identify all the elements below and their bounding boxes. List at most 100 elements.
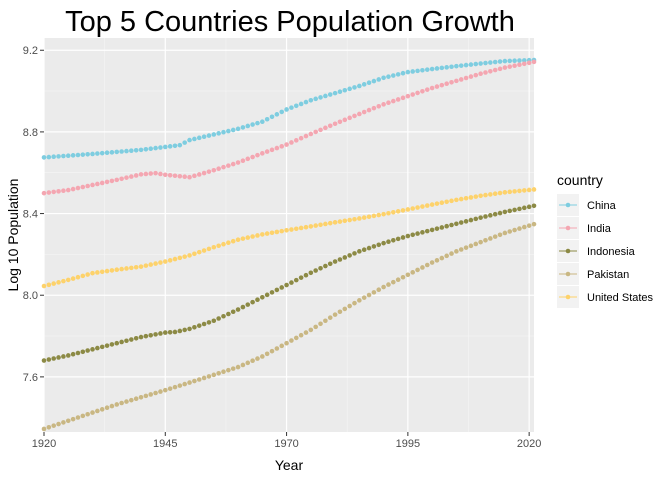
data-point [512, 63, 517, 68]
data-point [521, 58, 527, 63]
data-point [405, 272, 411, 278]
data-point [182, 174, 187, 180]
data-point [327, 220, 333, 226]
data-point [177, 328, 183, 334]
data-point [70, 276, 76, 281]
data-point [250, 299, 255, 305]
data-point [488, 236, 493, 241]
data-point [226, 311, 231, 317]
data-point [75, 185, 81, 191]
data-point [99, 150, 105, 156]
data-point [478, 215, 483, 220]
data-point [138, 147, 144, 153]
data-point [386, 210, 391, 216]
data-point [502, 230, 508, 236]
data-point [371, 244, 377, 249]
data-point [517, 62, 522, 68]
data-point [458, 77, 464, 82]
data-point [410, 232, 416, 238]
data-point [284, 340, 289, 346]
legend-label: India [587, 223, 612, 235]
legend: country China India Indonesia Pakistan Unite… [557, 172, 654, 308]
data-point [240, 158, 246, 163]
data-point [235, 364, 241, 370]
data-point [318, 321, 323, 327]
data-point [99, 407, 105, 412]
data-point [284, 142, 289, 147]
data-point [293, 226, 299, 232]
data-point [99, 180, 105, 186]
data-point [235, 237, 241, 242]
data-point [376, 287, 382, 293]
data-point [497, 59, 503, 64]
data-point [298, 135, 304, 141]
data-point [289, 105, 294, 110]
data-point [216, 370, 221, 376]
data-point [337, 257, 343, 262]
data-point [434, 84, 440, 89]
data-point [444, 65, 449, 70]
data-point [255, 120, 260, 126]
data-point [80, 152, 86, 157]
data-point [153, 390, 158, 396]
data-point [517, 58, 522, 63]
data-point [439, 225, 445, 230]
data-point [381, 240, 386, 246]
data-point [138, 172, 144, 177]
data-point [483, 192, 488, 198]
data-point [95, 345, 100, 351]
data-point [531, 59, 537, 65]
data-point [308, 270, 314, 276]
data-point [129, 174, 134, 179]
data-point [196, 249, 202, 255]
data-point [90, 410, 95, 415]
data-point [308, 224, 314, 229]
data-point [104, 268, 110, 274]
data-point [531, 221, 537, 227]
data-point [187, 253, 192, 258]
data-point [65, 418, 71, 424]
data-point [80, 273, 86, 279]
data-point [521, 188, 527, 193]
data-point [90, 182, 95, 188]
data-point [371, 213, 377, 219]
data-point [172, 143, 178, 149]
data-point [337, 219, 343, 224]
data-point [109, 150, 115, 155]
data-point [303, 224, 309, 230]
data-point [444, 253, 449, 259]
data-point [226, 128, 231, 134]
data-point [177, 255, 183, 261]
data-point [391, 98, 396, 104]
data-point [478, 71, 483, 77]
data-point [104, 179, 110, 185]
data-point [133, 264, 139, 270]
legend-key-point [565, 202, 571, 208]
data-point [187, 326, 192, 332]
data-point [274, 229, 280, 235]
data-point [405, 93, 411, 99]
data-point [361, 82, 367, 87]
data-point [201, 375, 207, 381]
data-point [449, 79, 454, 85]
series-pakistan [41, 221, 537, 432]
data-point [216, 166, 221, 172]
data-point [308, 131, 314, 137]
data-point [221, 129, 226, 135]
data-point [177, 173, 183, 179]
data-point [250, 122, 255, 127]
data-point [420, 204, 425, 209]
data-point [386, 239, 391, 245]
data-point [526, 187, 532, 193]
data-point [56, 154, 61, 159]
data-point [192, 324, 197, 330]
data-point [245, 156, 251, 162]
data-point [216, 316, 221, 321]
data-point [313, 129, 318, 135]
data-point [187, 137, 192, 143]
data-point [65, 153, 71, 158]
data-point [90, 151, 95, 157]
data-point [449, 222, 454, 228]
data-point [458, 220, 464, 225]
data-point [434, 226, 440, 231]
